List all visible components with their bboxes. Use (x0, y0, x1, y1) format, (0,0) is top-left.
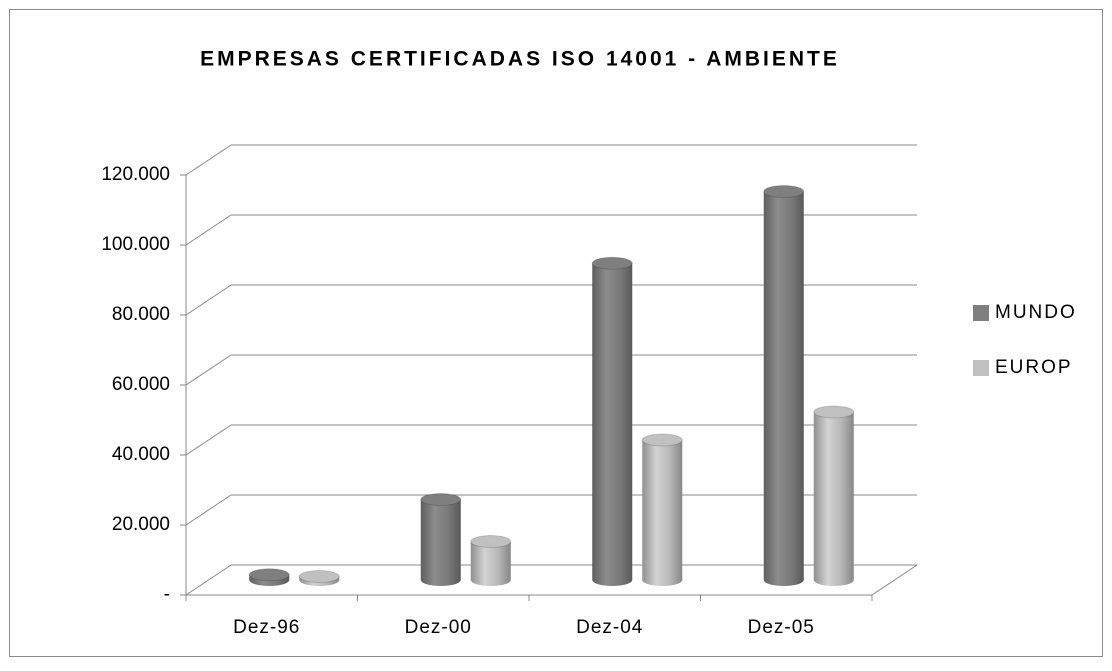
cylinder (763, 185, 805, 586)
grid-line-side (185, 564, 232, 596)
cylinder-top (470, 535, 512, 548)
grid-line-side (185, 214, 232, 246)
chart-title: EMPRESAS CERTIFICADAS ISO 14001 - AMBIEN… (200, 48, 840, 71)
cylinder-top (763, 185, 805, 198)
x-tick-label: Dez-00 (405, 617, 472, 638)
y-tick-label: 40.000 (112, 444, 170, 465)
x-tick-label: Dez-05 (748, 617, 815, 638)
cylinder (248, 568, 290, 586)
y-tick-label: 20.000 (112, 514, 170, 535)
cylinder (298, 570, 340, 586)
grid-line-side (185, 494, 232, 526)
cylinder-top (248, 568, 290, 582)
grid-line-side (185, 424, 232, 456)
legend-swatch (973, 360, 989, 376)
chart-border (9, 9, 1103, 657)
cylinder-body (592, 263, 633, 580)
cylinder-top (298, 570, 340, 583)
cylinder-body (642, 440, 683, 580)
grid-line-side (185, 354, 232, 386)
cylinder-top (813, 405, 855, 419)
cylinder (641, 433, 683, 586)
x-tick-label: Dez-96 (233, 617, 300, 638)
legend-label: EUROP (995, 357, 1073, 378)
floor-right-edge (871, 564, 918, 596)
y-tick-label: - (164, 584, 170, 605)
legend-label: MUNDO (995, 302, 1077, 323)
x-tick-label: Dez-04 (576, 617, 643, 638)
legend-swatch (973, 305, 989, 321)
cylinder-top (591, 256, 633, 270)
y-tick-label: 120.000 (101, 164, 170, 185)
y-tick-label: 80.000 (112, 304, 170, 325)
cylinder-body (420, 499, 461, 580)
cylinder-top (641, 433, 683, 447)
cylinder (470, 535, 512, 586)
cylinder (591, 256, 633, 586)
cylinder (813, 405, 855, 586)
cylinder (420, 493, 462, 586)
cylinder-body (470, 541, 511, 580)
grid-line-side (185, 284, 232, 316)
y-tick-label: 60.000 (112, 374, 170, 395)
cylinder-body (813, 412, 854, 580)
grid-line-side (185, 144, 232, 176)
y-tick-label: 100.000 (101, 234, 170, 255)
cylinder-body (763, 191, 804, 580)
cylinder-top (420, 493, 462, 506)
